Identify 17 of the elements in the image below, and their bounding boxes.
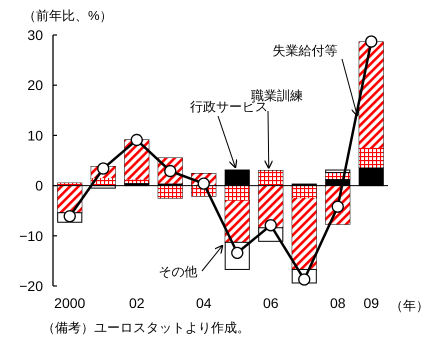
y-axis-title: （前年比、%） xyxy=(23,8,113,23)
y-tick-label: 10 xyxy=(27,127,44,144)
y-tick-label: 0 xyxy=(35,178,44,194)
x-tick-label: 02 xyxy=(128,295,145,311)
y-tick-label: −10 xyxy=(19,228,44,244)
y-tick-label: 30 xyxy=(27,27,44,43)
y-tick-label: 20 xyxy=(27,77,44,94)
その他: その他 xyxy=(158,244,224,279)
x-tick-label: 06 xyxy=(262,295,279,311)
x-tick-label: 04 xyxy=(196,295,212,311)
x-axis-title: （年） xyxy=(390,298,422,313)
series-label: 失業給付等 xyxy=(272,43,338,58)
x-tick-label: 09 xyxy=(363,295,380,311)
x-tick-label: 08 xyxy=(330,295,346,311)
y-tick-label: −20 xyxy=(19,278,44,294)
x-tick-label: 2000 xyxy=(54,295,86,311)
text: （備考）ユーロスタットより作成。 xyxy=(42,320,250,335)
